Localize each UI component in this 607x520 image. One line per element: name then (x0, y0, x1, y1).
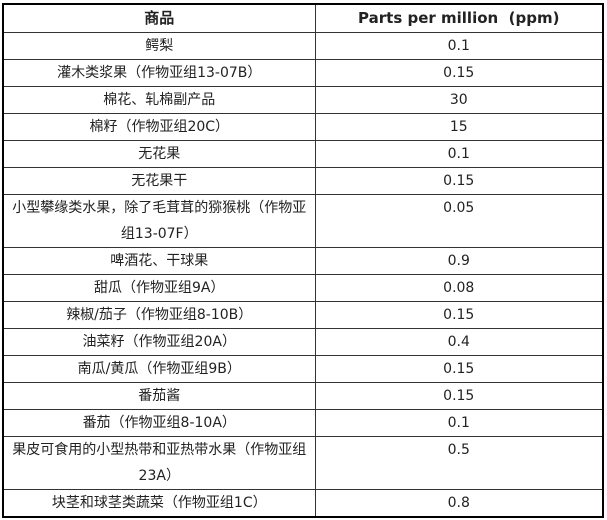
table-row: 番茄（作物亚组8-10A） 0.1 (2, 409, 604, 437)
product-cell: 甜瓜（作物亚组9A） (2, 274, 316, 302)
ppm-cell: 0.5 (314, 436, 604, 490)
product-cell: 鳄梨 (2, 32, 316, 60)
table-row: 棉花、轧棉副产品 30 (2, 86, 604, 114)
product-cell: 油菜籽（作物亚组20A） (2, 328, 316, 356)
table-row: 无花果 0.1 (2, 140, 604, 168)
ppm-cell: 0.05 (314, 194, 604, 248)
product-cell: 无花果干 (2, 167, 316, 195)
table-row: 辣椒/茄子（作物亚组8-10B） 0.15 (2, 301, 604, 329)
ppm-cell: 0.15 (314, 59, 604, 87)
table-row: 果皮可食用的小型热带和亚热带水果（作物亚组23A） 0.5 (2, 436, 604, 490)
table-row: 番茄酱 0.15 (2, 382, 604, 410)
ppm-cell: 0.1 (314, 140, 604, 168)
product-cell: 番茄（作物亚组8-10A） (2, 409, 316, 437)
table-row: 南瓜/黄瓜（作物亚组9B） 0.15 (2, 355, 604, 383)
ppm-cell: 15 (314, 113, 604, 141)
table-row: 甜瓜（作物亚组9A） 0.08 (2, 274, 604, 302)
ppm-cell: 0.15 (314, 355, 604, 383)
ppm-cell: 30 (314, 86, 604, 114)
product-cell: 小型攀缘类水果，除了毛茸茸的猕猴桃（作物亚组13-07F） (2, 194, 316, 248)
product-cell: 番茄酱 (2, 382, 316, 410)
ppm-cell: 0.8 (314, 489, 604, 518)
product-cell: 啤酒花、干球果 (2, 247, 316, 275)
product-cell: 块茎和球茎类蔬菜（作物亚组1C） (2, 489, 316, 518)
ppm-cell: 0.1 (314, 32, 604, 60)
column-header-product: 商品 (2, 3, 316, 33)
column-header-ppm: Parts per million (ppm) (314, 3, 604, 33)
product-cell: 果皮可食用的小型热带和亚热带水果（作物亚组23A） (2, 436, 316, 490)
table-row: 油菜籽（作物亚组20A） 0.4 (2, 328, 604, 356)
header-row: 商品 Parts per million (ppm) (2, 3, 604, 33)
table-row: 灌木类浆果（作物亚组13-07B） 0.15 (2, 59, 604, 87)
ppm-cell: 0.1 (314, 409, 604, 437)
table-row: 啤酒花、干球果 0.9 (2, 247, 604, 275)
product-cell: 南瓜/黄瓜（作物亚组9B） (2, 355, 316, 383)
table-row: 鳄梨 0.1 (2, 32, 604, 60)
ppm-cell: 0.9 (314, 247, 604, 275)
table-body: 鳄梨 0.1 灌木类浆果（作物亚组13-07B） 0.15 棉花、轧棉副产品 30 棉籽（作… (2, 32, 604, 518)
ppm-cell: 0.4 (314, 328, 604, 356)
ppm-cell: 0.15 (314, 301, 604, 329)
product-cell: 棉籽（作物亚组20C） (2, 113, 316, 141)
product-cell: 辣椒/茄子（作物亚组8-10B） (2, 301, 316, 329)
product-cell: 无花果 (2, 140, 316, 168)
table-row: 棉籽（作物亚组20C） 15 (2, 113, 604, 141)
table-row: 小型攀缘类水果，除了毛茸茸的猕猴桃（作物亚组13-07F） 0.05 (2, 194, 604, 248)
table-row: 无花果干 0.15 (2, 167, 604, 195)
table-row: 块茎和球茎类蔬菜（作物亚组1C） 0.8 (2, 489, 604, 518)
product-cell: 棉花、轧棉副产品 (2, 86, 316, 114)
ppm-cell: 0.15 (314, 167, 604, 195)
ppm-cell: 0.08 (314, 274, 604, 302)
ppm-cell: 0.15 (314, 382, 604, 410)
ppm-limits-table: 商品 Parts per million (ppm) 鳄梨 0.1 灌木类浆果（作物… (2, 3, 604, 518)
product-cell: 灌木类浆果（作物亚组13-07B） (2, 59, 316, 87)
